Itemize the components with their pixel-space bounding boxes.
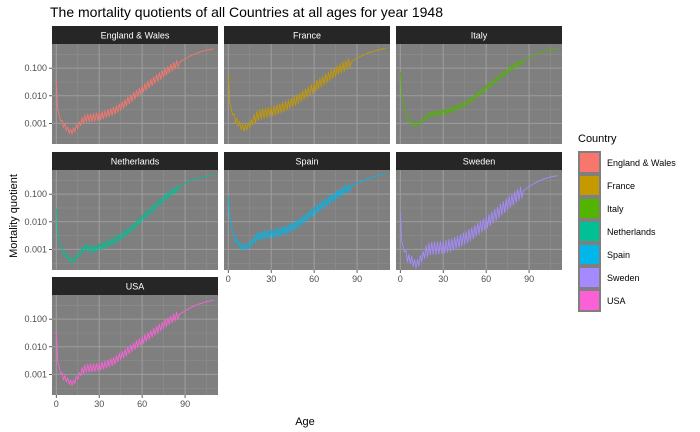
strip-england-and-wales: [52, 26, 218, 44]
legend-entry-italy: Italy: [578, 197, 624, 220]
legend-swatch-italy: [580, 199, 599, 218]
legend-entry-sweden: Sweden: [578, 266, 640, 289]
strip-italy: [396, 26, 562, 44]
grid-spain: [224, 170, 390, 270]
x-tick-label: 0: [226, 274, 231, 284]
facet-sweden: Sweden 0 30 60 90: [396, 152, 562, 284]
x-tick-label: 30: [266, 274, 276, 284]
x-tick-label: 60: [137, 399, 147, 409]
strip-france: [224, 26, 390, 44]
facet-panels: England & Wales 0.001 0.010 0.100 France Ital…: [24, 26, 562, 409]
legend-entry-spain: Spain: [578, 243, 630, 266]
x-tick-label: 90: [352, 274, 362, 284]
series-line-usa: [55, 299, 214, 386]
legend-label-spain: Spain: [607, 250, 630, 260]
panel-bg-usa: [52, 295, 218, 395]
legend-swatch-england-and-wales: [580, 153, 599, 172]
y-tick-label: 0.100: [24, 314, 47, 324]
y-tick-label: 0.001: [24, 118, 47, 128]
strip-netherlands: [52, 152, 218, 170]
legend-label-sweden: Sweden: [607, 273, 640, 283]
facet-france: France: [224, 26, 390, 144]
facet-usa: USA 0.001 0.010 0.100 0 30 60 90: [24, 277, 218, 409]
x-tick-label: 30: [94, 399, 104, 409]
x-tick-label: 30: [438, 274, 448, 284]
strip-label-netherlands: Netherlands: [111, 157, 160, 167]
facet-netherlands: Netherlands 0.001 0.010 0.100: [24, 152, 218, 270]
legend-title: Country: [578, 133, 617, 145]
strip-label-england-and-wales: England & Wales: [101, 31, 170, 41]
legend-label-netherlands: Netherlands: [607, 227, 656, 237]
grid-france: [224, 44, 390, 144]
x-tick-label: 60: [309, 274, 319, 284]
facet-italy: Italy: [396, 26, 562, 144]
facet-spain: Spain 0 30 60 90: [224, 152, 390, 284]
strip-usa: [52, 277, 218, 295]
y-tick-label: 0.010: [24, 342, 47, 352]
grid-netherlands: [52, 170, 218, 270]
grid-usa: [52, 295, 218, 395]
y-axis-title: Mortality quotient: [8, 174, 20, 258]
strip-label-sweden: Sweden: [463, 157, 496, 167]
panel-bg-netherlands: [52, 170, 218, 270]
legend-swatch-spain: [580, 245, 599, 264]
strip-label-spain: Spain: [295, 157, 318, 167]
legend-swatch-netherlands: [580, 222, 599, 241]
legend-entry-france: France: [578, 174, 635, 197]
y-tick-label: 0.001: [24, 369, 47, 379]
strip-sweden: [396, 152, 562, 170]
legend-swatch-sweden: [580, 268, 599, 287]
y-tick-label: 0.001: [24, 244, 47, 254]
legend-entry-netherlands: Netherlands: [578, 220, 656, 243]
x-tick-label: 0: [398, 274, 403, 284]
legend-swatch-usa: [580, 291, 599, 310]
series-line-england-and-wales: [55, 48, 214, 135]
panel-bg-france: [224, 44, 390, 144]
strip-label-italy: Italy: [471, 31, 488, 41]
legend-label-france: France: [607, 181, 635, 191]
x-tick-label: 90: [180, 399, 190, 409]
series-line-spain: [227, 173, 386, 251]
x-tick-label: 0: [54, 399, 59, 409]
y-tick-label: 0.010: [24, 217, 47, 227]
legend-entry-usa: USA: [578, 289, 626, 312]
facet-england-and-wales: England & Wales 0.001 0.010 0.100: [24, 26, 218, 144]
strip-spain: [224, 152, 390, 170]
legend-label-usa: USA: [607, 296, 626, 306]
panel-bg-italy: [396, 44, 562, 144]
grid-sweden: [396, 170, 562, 270]
legend-label-england-and-wales: England & Wales: [607, 158, 676, 168]
series-line-sweden: [399, 175, 558, 269]
legend-label-italy: Italy: [607, 204, 624, 214]
y-tick-label: 0.100: [24, 63, 47, 73]
legend: Country England & Wales France Italy Nether…: [578, 133, 676, 312]
panel-bg-sweden: [396, 170, 562, 270]
panel-bg-england-and-wales: [52, 44, 218, 144]
strip-label-france: France: [293, 31, 321, 41]
x-axis-title: Age: [295, 416, 315, 428]
series-line-france: [227, 47, 386, 132]
series-line-italy: [399, 47, 558, 128]
series-line-netherlands: [55, 174, 214, 264]
x-tick-label: 60: [481, 274, 491, 284]
legend-swatch-france: [580, 176, 599, 195]
x-tick-label: 90: [524, 274, 534, 284]
legend-entry-england-and-wales: England & Wales: [578, 151, 676, 174]
y-tick-label: 0.100: [24, 189, 47, 199]
chart-title: The mortality quotients of all Countries…: [50, 4, 443, 20]
y-tick-label: 0.010: [24, 91, 47, 101]
strip-label-usa: USA: [126, 282, 145, 292]
